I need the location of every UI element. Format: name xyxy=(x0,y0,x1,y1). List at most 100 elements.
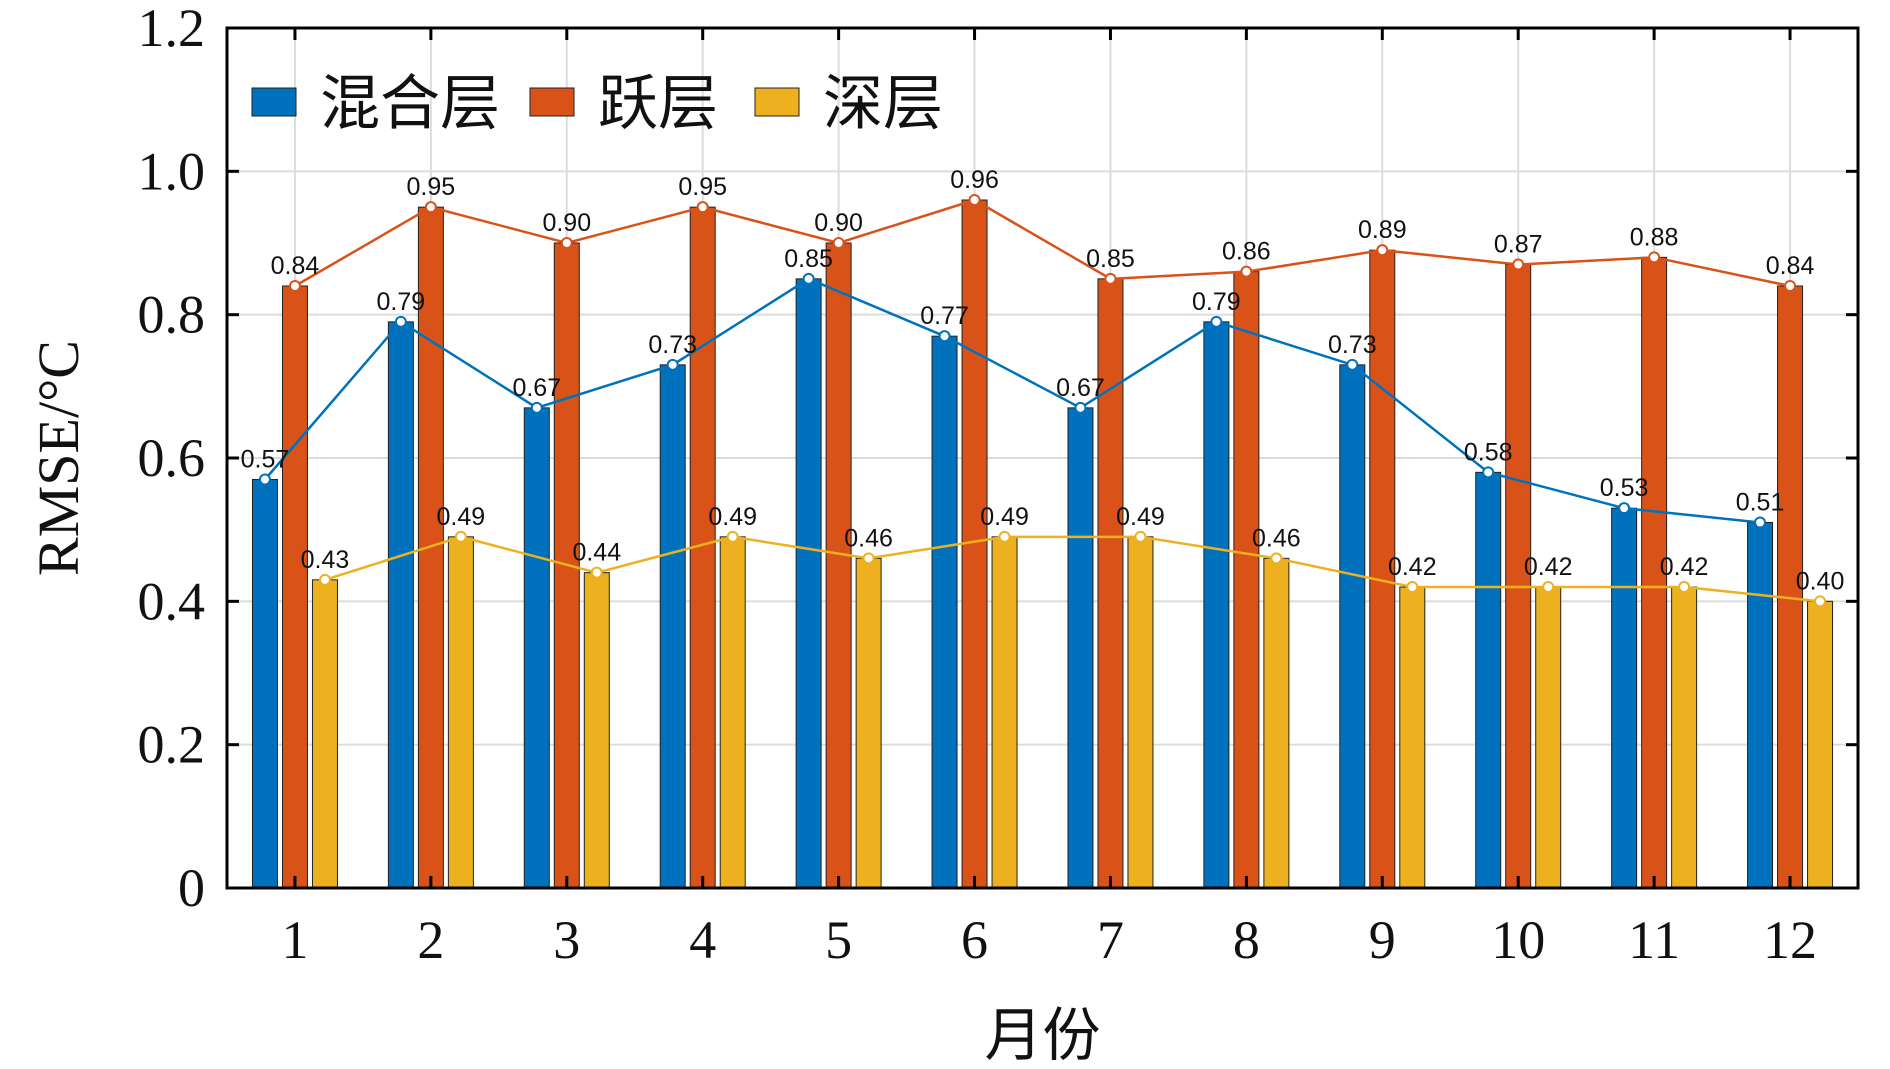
y-tick-label: 0.4 xyxy=(138,571,206,631)
series-point-2 xyxy=(288,280,301,292)
data-label: 0.77 xyxy=(920,302,969,330)
data-label: 0.85 xyxy=(1086,245,1135,273)
bar-3 xyxy=(1535,586,1562,889)
series-point-2 xyxy=(1104,272,1117,285)
data-label: 0.95 xyxy=(407,173,456,201)
data-label: 0.96 xyxy=(950,166,999,194)
data-label: 0.49 xyxy=(1116,503,1165,531)
y-tick-label: 0.2 xyxy=(138,715,206,775)
series-point-3 xyxy=(998,530,1011,543)
series-point-1 xyxy=(1210,315,1223,328)
legend-label-1: 混合层 xyxy=(320,69,500,139)
bar-1 xyxy=(1067,407,1094,889)
series-point-1 xyxy=(1618,502,1631,515)
bars-layer xyxy=(251,199,1834,889)
y-tick-label: 0 xyxy=(178,858,205,918)
series-line-2 xyxy=(294,198,1791,288)
bar-1 xyxy=(1475,471,1502,889)
series-point-2 xyxy=(1376,244,1389,257)
data-label: 0.40 xyxy=(1796,567,1845,595)
series-point-3 xyxy=(1134,530,1147,543)
series-point-1 xyxy=(530,401,543,414)
bar-2 xyxy=(1233,271,1260,889)
legend-swatch-3 xyxy=(754,87,800,117)
data-label: 0.84 xyxy=(271,252,320,280)
series-line-1 xyxy=(264,277,1761,524)
series-point-3 xyxy=(862,552,875,565)
series-point-1 xyxy=(258,473,271,486)
data-label: 0.49 xyxy=(708,503,757,531)
series-point-1 xyxy=(938,330,951,343)
series-point-3 xyxy=(590,566,603,579)
series-point-2 xyxy=(696,201,709,214)
series-point-3 xyxy=(726,530,739,543)
x-tick-label: 11 xyxy=(1628,910,1680,970)
bar-3 xyxy=(1127,536,1154,889)
y-tick-label: 1.0 xyxy=(138,141,206,201)
x-tick-label: 1 xyxy=(281,910,308,970)
y-axis-label: RMSE/°C xyxy=(26,340,91,576)
bar-1 xyxy=(1339,364,1366,889)
data-label: 0.46 xyxy=(1252,524,1301,552)
y-tick-label: 0.6 xyxy=(138,428,206,488)
bar-3 xyxy=(855,557,882,889)
series-point-2 xyxy=(832,237,845,249)
data-label: 0.42 xyxy=(1524,553,1573,581)
series-point-1 xyxy=(1754,516,1767,529)
y-tick-label: 0.8 xyxy=(138,285,206,345)
bar-3 xyxy=(1399,586,1426,889)
x-tick-label: 8 xyxy=(1233,910,1260,970)
series-point-3 xyxy=(318,573,331,586)
bar-3 xyxy=(719,536,746,889)
series-point-2 xyxy=(1512,258,1525,271)
series-point-3 xyxy=(1678,581,1691,593)
data-label: 0.46 xyxy=(844,524,893,552)
legend-swatch-1 xyxy=(251,87,297,117)
series-point-3 xyxy=(1270,552,1283,565)
series-point-2 xyxy=(1240,265,1253,278)
data-label: 0.95 xyxy=(678,173,727,201)
bar-1 xyxy=(1747,522,1774,889)
series-point-3 xyxy=(1542,581,1555,593)
bar-2 xyxy=(281,285,308,889)
data-label: 0.57 xyxy=(241,446,290,474)
data-label: 0.53 xyxy=(1600,474,1649,502)
data-label: 0.67 xyxy=(512,374,561,402)
x-tick-label: 12 xyxy=(1763,910,1817,970)
x-tick-label: 6 xyxy=(961,910,988,970)
data-label: 0.49 xyxy=(980,503,1029,531)
data-label: 0.73 xyxy=(648,331,697,359)
data-label: 0.84 xyxy=(1766,252,1815,280)
series-point-1 xyxy=(1074,401,1087,414)
data-label: 0.42 xyxy=(1388,553,1437,581)
bar-3 xyxy=(991,536,1018,889)
bar-2 xyxy=(1097,278,1124,889)
x-tick-label: 5 xyxy=(825,910,852,970)
bar-1 xyxy=(251,479,278,889)
data-label: 0.86 xyxy=(1222,238,1271,266)
series-line-3 xyxy=(324,535,1821,603)
data-label: 0.44 xyxy=(572,539,621,567)
series-point-3 xyxy=(1814,595,1827,608)
data-label: 0.43 xyxy=(301,546,350,574)
legend: 混合层 跃层 深层 xyxy=(251,69,943,139)
data-label: 0.90 xyxy=(542,209,591,237)
data-label: 0.58 xyxy=(1464,438,1513,466)
data-label: 0.85 xyxy=(784,245,833,273)
data-label: 0.89 xyxy=(1358,216,1407,244)
bar-1 xyxy=(659,364,686,889)
bar-1 xyxy=(1203,321,1230,889)
data-label: 0.79 xyxy=(377,288,426,316)
series-point-3 xyxy=(1406,581,1419,593)
x-tick-label: 2 xyxy=(417,910,444,970)
series-point-1 xyxy=(802,272,815,285)
bar-1 xyxy=(931,335,958,889)
data-label: 0.90 xyxy=(814,209,863,237)
x-tick-label: 4 xyxy=(689,910,716,970)
points-layer xyxy=(258,194,1827,608)
series-point-1 xyxy=(666,358,679,371)
x-tick-label: 7 xyxy=(1097,910,1124,970)
bar-3 xyxy=(447,536,474,889)
bar-3 xyxy=(1263,557,1290,889)
